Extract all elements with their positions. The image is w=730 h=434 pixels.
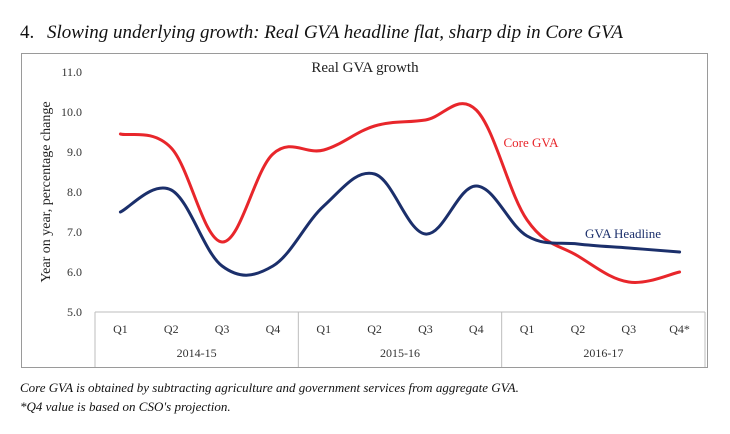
y-tick-label: 9.0 [67, 145, 82, 159]
x-tick-label: Q2 [164, 322, 179, 336]
x-tick-label: Q4 [469, 322, 484, 336]
y-tick-label: 8.0 [67, 185, 82, 199]
y-tick-label: 7.0 [67, 225, 82, 239]
series-line-gva-headline [118, 171, 682, 277]
chart-notes: Core GVA is obtained by subtracting agri… [20, 378, 519, 416]
group-label: 2014-15 [177, 346, 217, 360]
note-q4-projection: *Q4 value is based on CSO's projection. [20, 399, 231, 414]
y-tick-label: 11.0 [61, 65, 82, 79]
group-label: 2015-16 [380, 346, 420, 360]
y-tick-label: 10.0 [61, 105, 82, 119]
group-label: 2016-17 [583, 346, 623, 360]
x-tick-label: Q2 [367, 322, 382, 336]
x-tick-label: Q1 [520, 322, 535, 336]
y-axis-label: Year on year, percentage change [39, 101, 54, 282]
x-tick-label: Q3 [621, 322, 636, 336]
y-tick-label: 6.0 [67, 265, 82, 279]
figure-heading: 4. Slowing underlying growth: Real GVA h… [20, 22, 623, 44]
chart-frame [21, 53, 708, 368]
figure-title: Slowing underlying growth: Real GVA head… [47, 22, 623, 43]
figure-number: 4. [20, 22, 35, 43]
x-tick-label: Q2 [571, 322, 586, 336]
x-tick-label: Q1 [316, 322, 331, 336]
series-label-core-gva: Core GVA [503, 135, 559, 150]
chart-title: Real GVA growth [311, 60, 419, 76]
x-tick-label: Q4 [266, 322, 281, 336]
note-core-gva: Core GVA is obtained by subtracting agri… [20, 380, 519, 395]
x-tick-label: Q4* [669, 322, 690, 336]
series-line-core-gva [118, 102, 682, 284]
y-tick-label: 5.0 [67, 305, 82, 319]
x-tick-label: Q1 [113, 322, 128, 336]
x-tick-label: Q3 [215, 322, 230, 336]
series-label-gva-headline: GVA Headline [585, 226, 661, 241]
x-tick-label: Q3 [418, 322, 433, 336]
